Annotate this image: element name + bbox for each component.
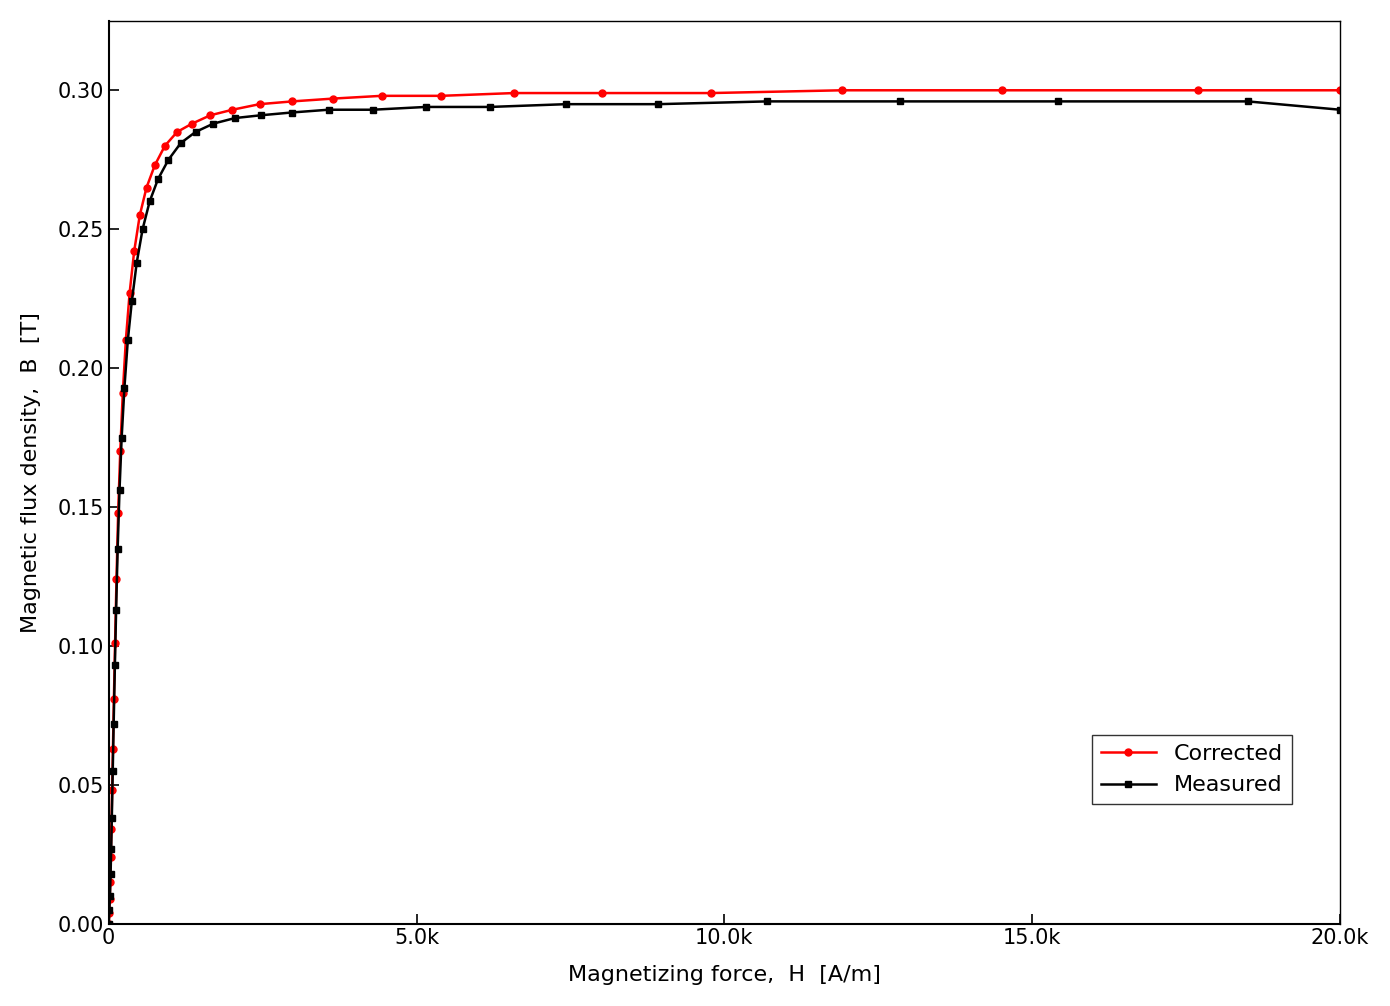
- Measured: [172, 137, 189, 149]
- Corrected: [168, 126, 185, 138]
- Measured: [120, 334, 136, 346]
- Corrected: [506, 88, 523, 100]
- Measured: [103, 812, 120, 824]
- Corrected: [373, 90, 389, 102]
- Measured: [103, 867, 120, 879]
- Corrected: [1190, 85, 1207, 97]
- Corrected: [252, 99, 268, 111]
- Measured: [481, 101, 498, 113]
- Measured: [110, 542, 126, 554]
- Measured: [1332, 104, 1348, 116]
- Corrected: [118, 334, 135, 346]
- Legend: Corrected, Measured: Corrected, Measured: [1091, 735, 1291, 804]
- Corrected: [101, 892, 118, 904]
- Corrected: [202, 110, 218, 122]
- Corrected: [104, 742, 121, 754]
- Measured: [227, 112, 243, 124]
- Measured: [101, 903, 118, 915]
- Corrected: [702, 88, 719, 100]
- Measured: [206, 118, 222, 130]
- Measured: [100, 917, 117, 930]
- Corrected: [110, 506, 126, 518]
- Measured: [1240, 96, 1257, 108]
- Measured: [150, 173, 167, 185]
- Measured: [107, 659, 124, 671]
- Corrected: [132, 209, 149, 221]
- X-axis label: Magnetizing force,  H  [A/m]: Magnetizing force, H [A/m]: [569, 965, 881, 985]
- Corrected: [284, 96, 300, 108]
- Corrected: [432, 90, 449, 102]
- Measured: [320, 104, 336, 116]
- Corrected: [994, 85, 1011, 97]
- Corrected: [106, 692, 122, 704]
- Corrected: [1332, 85, 1348, 97]
- Corrected: [107, 637, 124, 649]
- Corrected: [103, 823, 120, 835]
- Measured: [1049, 96, 1066, 108]
- Corrected: [834, 85, 851, 97]
- Corrected: [157, 140, 174, 152]
- Corrected: [113, 446, 129, 458]
- Corrected: [108, 573, 125, 585]
- Measured: [253, 110, 270, 122]
- Corrected: [103, 851, 120, 863]
- Measured: [417, 101, 434, 113]
- Measured: [891, 96, 908, 108]
- Corrected: [101, 876, 118, 888]
- Measured: [108, 604, 125, 616]
- Corrected: [121, 287, 138, 299]
- Corrected: [114, 387, 131, 399]
- Measured: [124, 296, 140, 308]
- Measured: [557, 99, 574, 111]
- Corrected: [104, 785, 121, 797]
- Line: Measured: Measured: [106, 98, 1344, 928]
- Corrected: [594, 88, 610, 100]
- Measured: [111, 484, 128, 496]
- Line: Corrected: Corrected: [106, 87, 1344, 928]
- Measured: [142, 195, 158, 207]
- Corrected: [100, 917, 117, 930]
- Corrected: [224, 104, 240, 116]
- Measured: [160, 154, 177, 166]
- Measured: [135, 223, 152, 235]
- Corrected: [101, 906, 118, 918]
- Corrected: [138, 181, 154, 193]
- Measured: [284, 107, 300, 119]
- Measured: [114, 432, 131, 444]
- Y-axis label: Magnetic flux density,  B  [T]: Magnetic flux density, B [T]: [21, 312, 40, 633]
- Measured: [103, 843, 120, 855]
- Measured: [117, 381, 133, 393]
- Measured: [759, 96, 776, 108]
- Measured: [104, 765, 121, 777]
- Corrected: [126, 245, 143, 258]
- Measured: [101, 890, 118, 902]
- Measured: [649, 99, 666, 111]
- Corrected: [324, 93, 341, 105]
- Corrected: [183, 118, 200, 130]
- Measured: [128, 257, 145, 269]
- Measured: [106, 717, 122, 729]
- Measured: [188, 126, 204, 138]
- Corrected: [146, 159, 163, 171]
- Measured: [364, 104, 381, 116]
